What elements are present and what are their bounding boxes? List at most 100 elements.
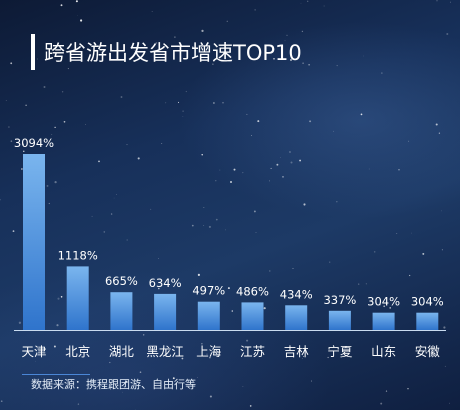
category-label-7: 宁夏 [327, 344, 353, 359]
category-label-4: 上海 [196, 344, 222, 359]
star [300, 2, 302, 4]
star [29, 145, 30, 147]
star [201, 343, 203, 345]
star [18, 321, 22, 324]
star [226, 20, 228, 22]
star [233, 168, 236, 171]
star [22, 143, 24, 145]
chart-title: 跨省游出发省市增速TOP10 [44, 41, 302, 65]
star [310, 380, 312, 382]
star [292, 268, 294, 269]
star [410, 232, 412, 234]
bar-3 [154, 293, 177, 330]
star [212, 102, 215, 104]
star [222, 102, 224, 104]
value-label-8: 304% [367, 295, 400, 309]
star [409, 274, 411, 277]
star [263, 307, 266, 310]
star [54, 180, 57, 184]
star [158, 287, 160, 290]
value-label-9: 304% [411, 295, 444, 309]
star [396, 232, 398, 235]
star [308, 64, 310, 66]
star [209, 395, 212, 398]
star [54, 126, 56, 129]
star [368, 168, 370, 170]
star [336, 201, 338, 203]
star [151, 11, 153, 12]
star [254, 9, 256, 11]
star [48, 202, 50, 205]
category-label-1: 北京 [65, 344, 90, 359]
star [446, 33, 449, 35]
star [10, 140, 13, 142]
star [110, 388, 112, 390]
star [289, 151, 291, 153]
star [134, 50, 136, 52]
bar-9 [416, 312, 439, 330]
star [385, 390, 388, 392]
star [336, 65, 338, 67]
star [408, 140, 410, 142]
category-label-0: 天津 [21, 344, 46, 359]
star [126, 239, 128, 241]
star [249, 405, 252, 407]
star [137, 157, 140, 160]
star [444, 365, 446, 367]
value-label-6: 434% [280, 287, 313, 301]
star [185, 90, 187, 93]
star [182, 110, 184, 112]
star [327, 356, 329, 359]
star [269, 180, 270, 182]
star [422, 252, 425, 255]
star [276, 163, 279, 166]
category-label-2: 湖北 [109, 344, 135, 359]
star [51, 134, 53, 135]
star [126, 144, 128, 146]
category-label-6: 吉林 [284, 344, 310, 359]
bar-6 [285, 305, 308, 330]
star [381, 72, 383, 74]
star [302, 62, 304, 65]
star [379, 303, 381, 306]
star [290, 161, 293, 164]
star [215, 180, 217, 182]
star [98, 160, 100, 163]
star [436, 0, 438, 2]
star [23, 150, 25, 152]
star [191, 224, 194, 227]
star [139, 371, 142, 373]
star [143, 334, 145, 336]
star [449, 1, 451, 3]
star [196, 286, 199, 289]
star [161, 143, 163, 144]
star [0, 400, 3, 403]
star [203, 207, 205, 208]
star [280, 157, 282, 158]
value-label-7: 337% [323, 293, 356, 307]
star [46, 184, 49, 187]
source-note: 数据来源：携程跟团游、自由行等 [31, 378, 196, 391]
star [80, 19, 83, 22]
star [246, 113, 248, 115]
star [257, 120, 260, 123]
star [35, 360, 36, 362]
star [57, 297, 60, 300]
star [441, 210, 442, 212]
star [197, 377, 199, 378]
star [172, 377, 175, 380]
star [251, 135, 252, 136]
category-labels: 天津 北京 湖北 黑龙江 上海 江苏 吉林 宁夏 山东 安徽 [21, 344, 440, 359]
value-label-4: 497% [192, 284, 225, 298]
star [354, 301, 356, 303]
star [229, 180, 233, 184]
star [165, 102, 167, 104]
star [389, 307, 391, 309]
star [122, 391, 123, 393]
star [307, 0, 309, 2]
star [269, 270, 271, 272]
star [438, 132, 441, 134]
